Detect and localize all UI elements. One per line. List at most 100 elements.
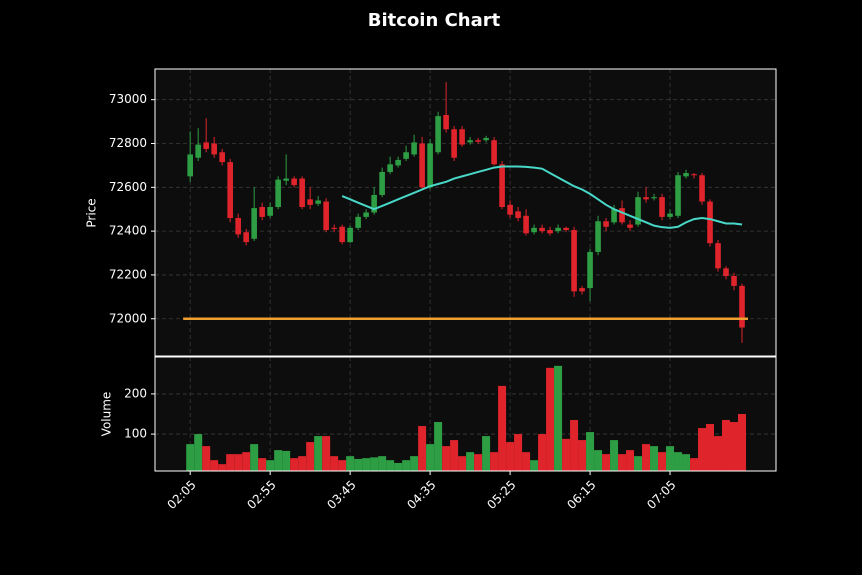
candle-body [283,178,289,181]
volume-bar [586,432,595,471]
candle-body [347,227,353,243]
y-tick-label: 72600 [109,180,147,194]
volume-bar [266,460,275,471]
candle-body [539,227,545,232]
volume-bar [730,422,739,471]
candle-body [587,251,593,289]
volume-bar [570,420,579,471]
volume-bar [658,452,667,471]
candle-body [219,152,225,163]
volume-bar [690,458,699,471]
candle-body [331,227,337,229]
candle-body [707,201,713,244]
y-axis-label: Volume [100,392,114,437]
candle-body [499,164,505,208]
volume-bar [530,460,539,471]
volume-bar [434,422,443,471]
volume-bar [554,365,563,471]
candle-body [323,201,329,231]
volume-bar [482,436,491,471]
volume-bar [210,460,219,471]
candle-body [291,178,297,186]
candle-body [515,211,521,218]
candle-body [403,152,409,159]
candle-body [667,213,673,217]
x-tick-label: 02:05 [164,478,198,512]
candle-body [363,212,369,217]
y-tick-label: 73000 [109,92,147,106]
candle-body [627,224,633,228]
volume-bar [410,456,419,471]
candle-body [739,285,745,328]
volume-bar [498,385,507,471]
plot-border [154,356,777,472]
volume-bar [738,414,747,471]
y-tick-label: 72200 [109,267,147,281]
candle-body [243,232,249,243]
candle-body [451,129,457,158]
candle-body [235,217,241,235]
candle-body [459,129,465,145]
volume-bar [578,440,587,471]
x-tick-label: 02:55 [244,478,278,512]
volume-bar [282,450,291,471]
candle-body [675,175,681,216]
candle-body [427,143,433,188]
x-tick-label: 06:15 [564,478,598,512]
candle-body [475,140,481,142]
candle-body [531,227,537,233]
candle-body [195,144,201,158]
volume-bar [386,460,395,471]
volume-bar [394,462,403,471]
volume-bar [354,458,363,471]
volume-bar [226,454,235,471]
volume-bar [370,457,379,471]
x-tick-label: 03:45 [324,478,358,512]
volume-bar [330,456,339,471]
candle-body [307,199,313,205]
candle-body [483,138,489,141]
volume-bar [514,434,523,471]
volume-bar [218,464,227,471]
candle-body [603,221,609,227]
candle-body [379,171,385,195]
volume-bar [626,450,635,471]
volume-bar [458,456,467,471]
volume-bar [650,446,659,471]
candle-body [683,173,689,177]
volume-bar [474,454,483,471]
volume-bar [698,428,707,471]
volume-bar [594,450,603,471]
volume-bar [642,444,651,471]
volume-bar [618,454,627,471]
volume-bar [546,367,555,471]
volume-bar [338,460,347,471]
candle-body [699,175,705,202]
volume-bar [290,458,299,471]
x-tick-label: 04:35 [404,478,438,512]
candle-body [651,197,657,199]
volume-bar [202,446,211,471]
candle-body [419,143,425,188]
volume-bar [466,452,475,471]
candle-body [251,208,257,239]
volume-bar [194,434,203,471]
candle-body [371,194,377,213]
candle-body [411,142,417,155]
candle-body [547,230,553,234]
candle-body [443,115,449,130]
volume-bar [682,454,691,471]
plot-border [154,68,777,357]
volume-bar [722,420,731,471]
candle-body [299,178,305,208]
candle-body [395,159,401,166]
candle-body [315,200,321,204]
y-tick-label: 100 [124,427,147,441]
candle-body [659,197,665,217]
volume-bar [298,456,307,471]
y-tick-label: 200 [124,386,147,400]
volume-bar [610,440,619,471]
y-tick-label: 72000 [109,311,147,325]
candle-body [579,288,585,292]
